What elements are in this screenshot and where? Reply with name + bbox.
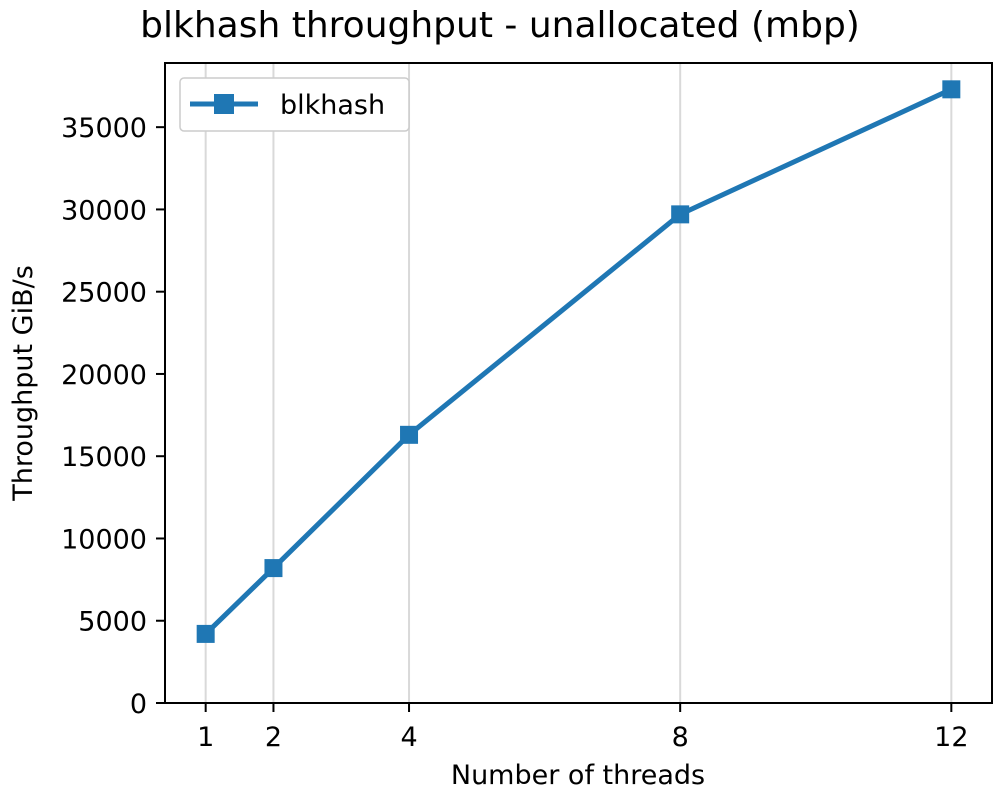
- chart-title: blkhash throughput - unallocated (mbp): [140, 5, 860, 46]
- x-axis-ticks: 1 2 4 8 12: [197, 703, 969, 753]
- y-tick-label-5: 25000: [61, 278, 147, 309]
- y-tick-label-3: 15000: [61, 442, 147, 473]
- legend-marker: [214, 94, 234, 114]
- y-tick-label-0: 0: [130, 689, 147, 720]
- series-layer: [196, 80, 961, 643]
- x-tick-label-0: 1: [197, 722, 214, 753]
- legend: blkhash: [179, 77, 410, 132]
- x-tick-label-4: 12: [934, 722, 968, 753]
- legend-box: [179, 77, 410, 132]
- data-point-0-4: [942, 80, 961, 99]
- plot-frame: [164, 62, 993, 704]
- y-axis-ticks: 0 5000 10000 15000 20000 25000 30000 35000: [61, 113, 165, 720]
- y-tick-label-7: 35000: [61, 113, 147, 144]
- x-tick-label-1: 2: [265, 722, 282, 753]
- y-axis-label: Throughput GiB/s: [8, 265, 39, 502]
- y-tick-label-4: 20000: [61, 360, 147, 391]
- y-tick-label-1: 5000: [78, 607, 147, 638]
- x-axis-label: Number of threads: [451, 760, 705, 791]
- x-tick-label-2: 4: [400, 722, 417, 753]
- series-line-0: [203, 87, 953, 636]
- y-tick-label-6: 30000: [61, 195, 147, 226]
- data-point-0-3: [671, 205, 690, 224]
- data-point-0-1: [264, 559, 283, 578]
- data-point-0-0: [196, 624, 215, 643]
- legend-label: blkhash: [280, 90, 385, 121]
- x-tick-label-3: 8: [672, 722, 689, 753]
- grid: [204, 63, 953, 703]
- data-point-0-2: [400, 425, 419, 444]
- y-tick-label-2: 10000: [61, 524, 147, 555]
